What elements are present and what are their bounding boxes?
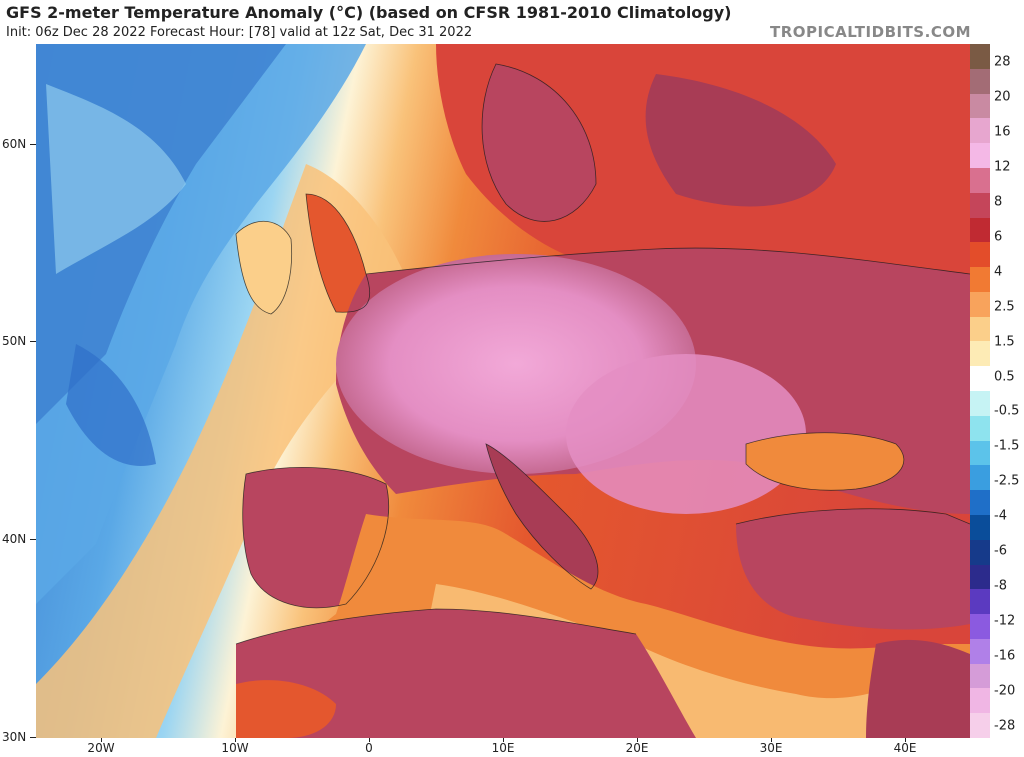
colorbar-label: -12 xyxy=(994,613,1016,629)
black-sea xyxy=(746,432,904,491)
colorbar-label: -4 xyxy=(994,508,1007,524)
colorbar-segment xyxy=(970,167,990,194)
longitude-tick xyxy=(101,738,102,742)
north-africa-land xyxy=(236,609,696,738)
colorbar-segment xyxy=(970,465,990,491)
longitude-label: 20E xyxy=(625,741,649,755)
colorbar-segment xyxy=(970,663,990,689)
colorbar-segment xyxy=(970,539,990,565)
colorbar-segment xyxy=(970,217,990,243)
colorbar-segment xyxy=(970,118,990,144)
colorbar-label: 28 xyxy=(994,54,1011,70)
colorbar-label: 12 xyxy=(994,159,1011,175)
anomaly-map xyxy=(36,44,970,738)
longitude-label: 40E xyxy=(893,741,917,755)
colorbar-segment xyxy=(970,44,990,70)
warm-atlantic-band xyxy=(36,164,416,738)
colorbar-label: -6 xyxy=(994,543,1007,559)
colorbar-label: 6 xyxy=(994,229,1003,245)
colorbar-segment xyxy=(970,415,990,442)
coastlines xyxy=(235,63,970,645)
colorbar-segment xyxy=(970,688,990,714)
latitude-tick xyxy=(30,144,36,145)
colorbar-segment xyxy=(970,713,990,739)
longitude-label: 30E xyxy=(759,741,783,755)
anomaly-map-canvas xyxy=(36,44,970,738)
site-watermark: TROPICALTIDBITS.COM xyxy=(770,23,971,41)
latitude-label: 30N xyxy=(2,730,27,744)
turkey-land xyxy=(736,508,970,630)
colorbar-label: 8 xyxy=(994,194,1003,210)
colorbar-segment xyxy=(970,341,990,367)
colorbar-segment xyxy=(970,143,990,169)
chart-subtitle: Init: 06z Dec 28 2022 Forecast Hour: [78… xyxy=(6,25,473,40)
longitude-label: 10W xyxy=(221,741,249,755)
cold-eddy xyxy=(66,344,156,466)
colorbar-segment xyxy=(970,514,990,541)
colorbar-label: 20 xyxy=(994,89,1011,105)
longitude-tick xyxy=(637,738,638,742)
colorbar-segment xyxy=(970,68,990,95)
longitude-label: 10E xyxy=(491,741,515,755)
finland-land xyxy=(645,74,836,207)
scandinavia-land xyxy=(482,64,596,222)
colorbar-segment xyxy=(970,192,990,218)
latitude-tick xyxy=(30,737,36,738)
longitude-tick xyxy=(905,738,906,742)
colorbar-label: 4 xyxy=(994,264,1003,280)
colorbar-segment xyxy=(970,564,990,590)
colorbar-segment xyxy=(970,440,990,466)
colorbar xyxy=(970,44,990,739)
colorbar-segment xyxy=(970,490,990,516)
colorbar-label: 1.5 xyxy=(994,334,1015,350)
latitude-label: 50N xyxy=(2,334,27,348)
longitude-tick xyxy=(235,738,236,742)
colorbar-label: 2.5 xyxy=(994,299,1015,315)
colorbar-label: -8 xyxy=(994,578,1007,594)
latitude-tick xyxy=(30,341,36,342)
latitude-label: 60N xyxy=(2,137,27,151)
middle-east-land xyxy=(866,639,970,738)
chart-title: GFS 2-meter Temperature Anomaly (°C) (ba… xyxy=(6,3,732,22)
balkans-warm-core xyxy=(566,354,806,514)
colorbar-segment xyxy=(970,638,990,665)
colorbar-label: 16 xyxy=(994,124,1011,140)
colorbar-label: -28 xyxy=(994,718,1016,734)
longitude-label: 0 xyxy=(365,741,373,755)
sahara-warm xyxy=(236,680,336,738)
latitude-label: 40N xyxy=(2,532,27,546)
colorbar-label: -2.5 xyxy=(994,473,1020,489)
longitude-tick xyxy=(771,738,772,742)
ireland-land xyxy=(236,221,292,314)
colorbar-segment xyxy=(970,391,990,417)
italy-land xyxy=(486,444,598,589)
longitude-tick xyxy=(503,738,504,742)
colorbar-segment xyxy=(970,316,990,342)
colorbar-label: -1.5 xyxy=(994,438,1020,454)
colorbar-segment xyxy=(970,267,990,293)
colorbar-label: -16 xyxy=(994,648,1016,664)
longitude-label: 20W xyxy=(87,741,115,755)
colorbar-segment xyxy=(970,242,990,268)
colorbar-segment xyxy=(970,614,990,640)
colorbar-segment xyxy=(970,291,990,318)
britain-land xyxy=(306,194,370,313)
latitude-tick xyxy=(30,539,36,540)
colorbar-label: -20 xyxy=(994,683,1016,699)
longitude-tick xyxy=(369,738,370,742)
cool-swirl xyxy=(46,84,186,274)
colorbar-segment xyxy=(970,93,990,119)
colorbar-segment xyxy=(970,589,990,615)
colorbar-label: -0.5 xyxy=(994,403,1020,419)
colorbar-segment xyxy=(970,366,990,392)
colorbar-label: 0.5 xyxy=(994,369,1015,385)
